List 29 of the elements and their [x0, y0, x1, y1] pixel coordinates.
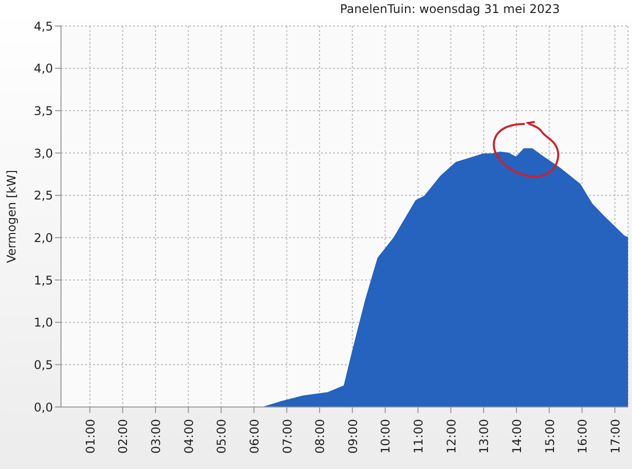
- x-tick-label: 01:00: [83, 419, 98, 454]
- x-tick-label: 16:00: [576, 419, 590, 454]
- x-tick-label: 05:00: [214, 419, 229, 454]
- x-tick-label: 09:00: [346, 419, 360, 454]
- y-tick-label: 2,5: [34, 188, 53, 203]
- chart-title: PanelenTuin: woensdag 31 mei 2023: [339, 2, 561, 16]
- x-tick-label: 13:00: [477, 419, 492, 454]
- y-tick-label: 0,5: [34, 358, 53, 372]
- y-tick-label: 1,0: [34, 316, 53, 330]
- x-tick-label: 02:00: [116, 419, 130, 454]
- y-tick-label: 3,0: [34, 146, 53, 160]
- x-tick-label: 14:00: [510, 419, 524, 454]
- y-tick-label: 4,5: [34, 19, 53, 34]
- x-tick-label: 15:00: [542, 419, 557, 454]
- y-axis-title: Vermogen [kW]: [4, 170, 18, 264]
- y-tick-label: 0,0: [34, 400, 53, 414]
- y-tick-label: 2,0: [34, 230, 53, 245]
- y-tick-label: 4,0: [34, 62, 53, 76]
- y-tick-label: 3,5: [34, 104, 53, 118]
- x-tick-label: 10:00: [378, 419, 393, 454]
- x-tick-label: 08:00: [313, 419, 328, 454]
- x-tick-label: 11:00: [412, 419, 426, 454]
- x-tick-label: 06:00: [247, 419, 262, 454]
- x-tick-label: 03:00: [149, 419, 164, 454]
- x-tick-label: 04:00: [182, 419, 196, 454]
- x-tick-label: 12:00: [444, 419, 458, 454]
- x-tick-label: 07:00: [280, 419, 294, 454]
- y-tick-label: 1,5: [34, 273, 53, 288]
- x-tick-label: 17:00: [608, 419, 622, 454]
